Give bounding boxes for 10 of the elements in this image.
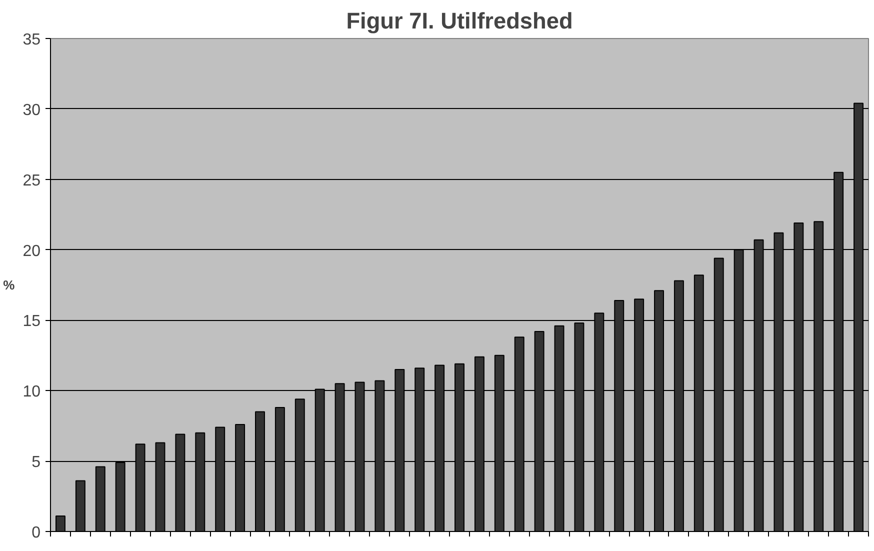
y-tick-label: 5 (32, 454, 41, 472)
chart-title: Figur 7I. Utilfredshed (346, 8, 573, 34)
y-tick-label: 25 (22, 172, 41, 190)
y-tick-label: 20 (22, 242, 41, 260)
y-tick-label: 30 (22, 102, 41, 119)
y-tick-label: 15 (22, 313, 41, 330)
y-tick-label: 10 (22, 384, 41, 401)
y-tick-label: 35 (22, 32, 41, 48)
y-tick-label: 0 (32, 524, 41, 542)
y-axis-title: % (3, 278, 16, 292)
